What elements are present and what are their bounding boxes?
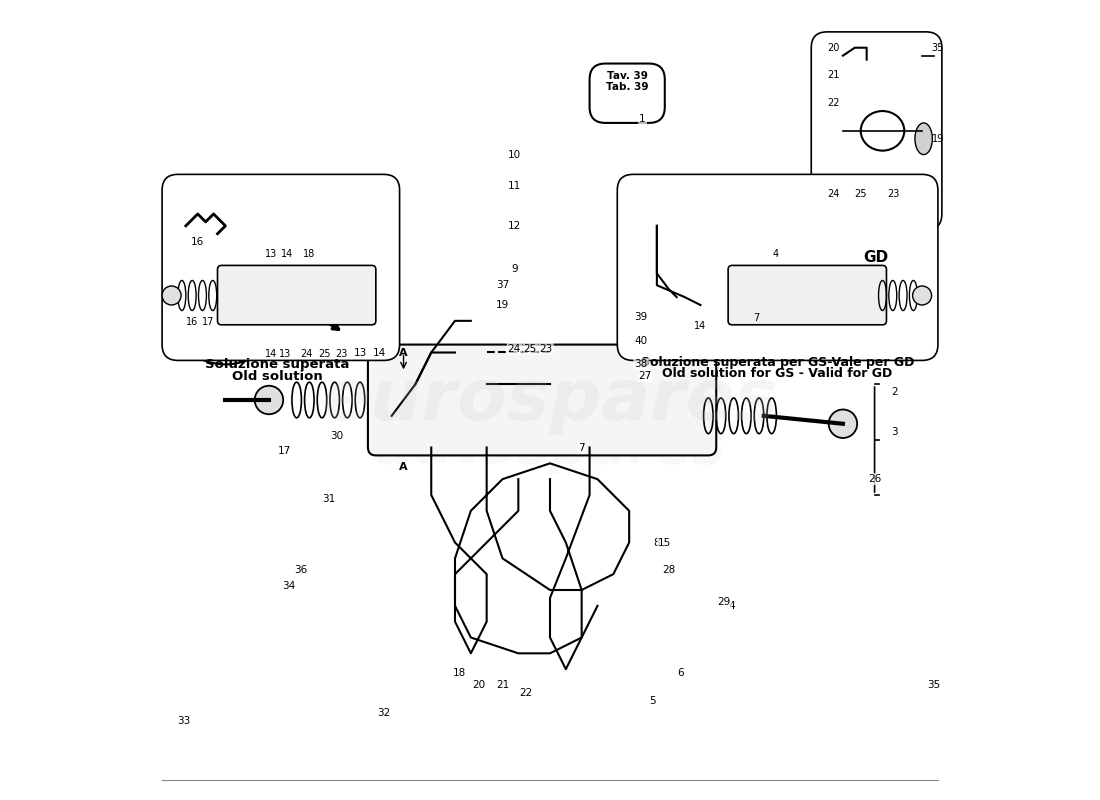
Text: 31: 31 — [321, 494, 336, 504]
Text: 3: 3 — [891, 426, 898, 437]
Text: Old solution: Old solution — [231, 370, 322, 382]
Text: 15: 15 — [658, 538, 671, 547]
Text: 13: 13 — [278, 349, 290, 359]
Text: 14: 14 — [694, 322, 706, 331]
Text: 34: 34 — [282, 581, 296, 591]
Text: 40: 40 — [635, 336, 648, 346]
Text: 35: 35 — [927, 680, 940, 690]
Text: 28: 28 — [662, 566, 675, 575]
Text: 38: 38 — [635, 359, 648, 370]
Text: 1: 1 — [639, 114, 646, 124]
Text: 30: 30 — [330, 430, 343, 441]
Text: GD: GD — [864, 250, 889, 265]
Text: 23: 23 — [888, 189, 900, 199]
Text: 11: 11 — [508, 182, 521, 191]
Text: 16: 16 — [186, 318, 198, 327]
FancyBboxPatch shape — [617, 174, 938, 361]
Text: 21: 21 — [496, 680, 509, 690]
Text: 14: 14 — [280, 249, 294, 258]
Text: autospares: autospares — [375, 421, 725, 474]
Text: 21: 21 — [827, 70, 839, 81]
Text: 37: 37 — [496, 280, 509, 290]
Text: 25: 25 — [854, 189, 867, 199]
Circle shape — [162, 286, 182, 305]
Text: 22: 22 — [827, 98, 839, 108]
Text: 17: 17 — [278, 446, 292, 457]
Text: 24: 24 — [300, 349, 312, 359]
FancyBboxPatch shape — [367, 345, 716, 455]
Text: 36: 36 — [294, 566, 307, 575]
Text: 17: 17 — [201, 318, 214, 327]
Circle shape — [828, 410, 857, 438]
Text: 7: 7 — [579, 442, 585, 453]
Text: 25: 25 — [524, 343, 537, 354]
Text: 18: 18 — [304, 249, 316, 258]
Text: 14: 14 — [265, 349, 277, 359]
Text: Old solution for GS - Valid for GD: Old solution for GS - Valid for GD — [662, 367, 892, 380]
Ellipse shape — [915, 123, 933, 154]
Text: Tav. 39
Tab. 39: Tav. 39 Tab. 39 — [606, 70, 648, 92]
Text: 35: 35 — [932, 42, 944, 53]
FancyBboxPatch shape — [728, 266, 887, 325]
Text: 18: 18 — [452, 668, 465, 678]
Text: 27: 27 — [638, 371, 651, 382]
Text: 2: 2 — [891, 387, 898, 397]
Circle shape — [255, 386, 283, 414]
FancyBboxPatch shape — [162, 174, 399, 361]
Circle shape — [913, 286, 932, 305]
Text: 13: 13 — [265, 249, 277, 258]
Text: 13: 13 — [353, 347, 366, 358]
Text: 32: 32 — [377, 708, 390, 718]
Text: 7: 7 — [752, 314, 759, 323]
Text: 22: 22 — [519, 688, 532, 698]
Text: 4: 4 — [729, 601, 736, 611]
FancyBboxPatch shape — [590, 63, 664, 123]
FancyBboxPatch shape — [812, 32, 942, 230]
FancyBboxPatch shape — [218, 266, 376, 325]
Text: 8: 8 — [653, 538, 660, 547]
Text: 19: 19 — [932, 134, 944, 144]
Text: 10: 10 — [508, 150, 521, 159]
Text: 20: 20 — [472, 680, 485, 690]
Text: A: A — [399, 347, 408, 358]
Text: 4: 4 — [772, 249, 779, 258]
Text: Soluzione superata: Soluzione superata — [205, 358, 349, 371]
Text: 16: 16 — [191, 237, 205, 246]
Text: 33: 33 — [177, 716, 191, 726]
Text: 5: 5 — [650, 696, 657, 706]
Text: 24: 24 — [508, 343, 521, 354]
Text: 29: 29 — [717, 597, 730, 607]
Text: 19: 19 — [496, 300, 509, 310]
Text: 23: 23 — [336, 349, 348, 359]
Text: 14: 14 — [373, 347, 386, 358]
Text: 24: 24 — [827, 189, 839, 199]
Text: 23: 23 — [539, 343, 552, 354]
Text: 26: 26 — [868, 474, 881, 484]
Text: 9: 9 — [512, 264, 518, 274]
Text: 20: 20 — [827, 42, 839, 53]
Text: eurospares: eurospares — [321, 366, 779, 434]
Text: 39: 39 — [635, 312, 648, 322]
Text: 12: 12 — [508, 221, 521, 231]
Text: 25: 25 — [318, 349, 331, 359]
Text: 6: 6 — [678, 668, 684, 678]
Text: Soluzione superata per GS-Vale per GD: Soluzione superata per GS-Vale per GD — [640, 355, 914, 369]
Text: eurospares: eurospares — [375, 373, 725, 427]
Text: A: A — [399, 462, 408, 472]
